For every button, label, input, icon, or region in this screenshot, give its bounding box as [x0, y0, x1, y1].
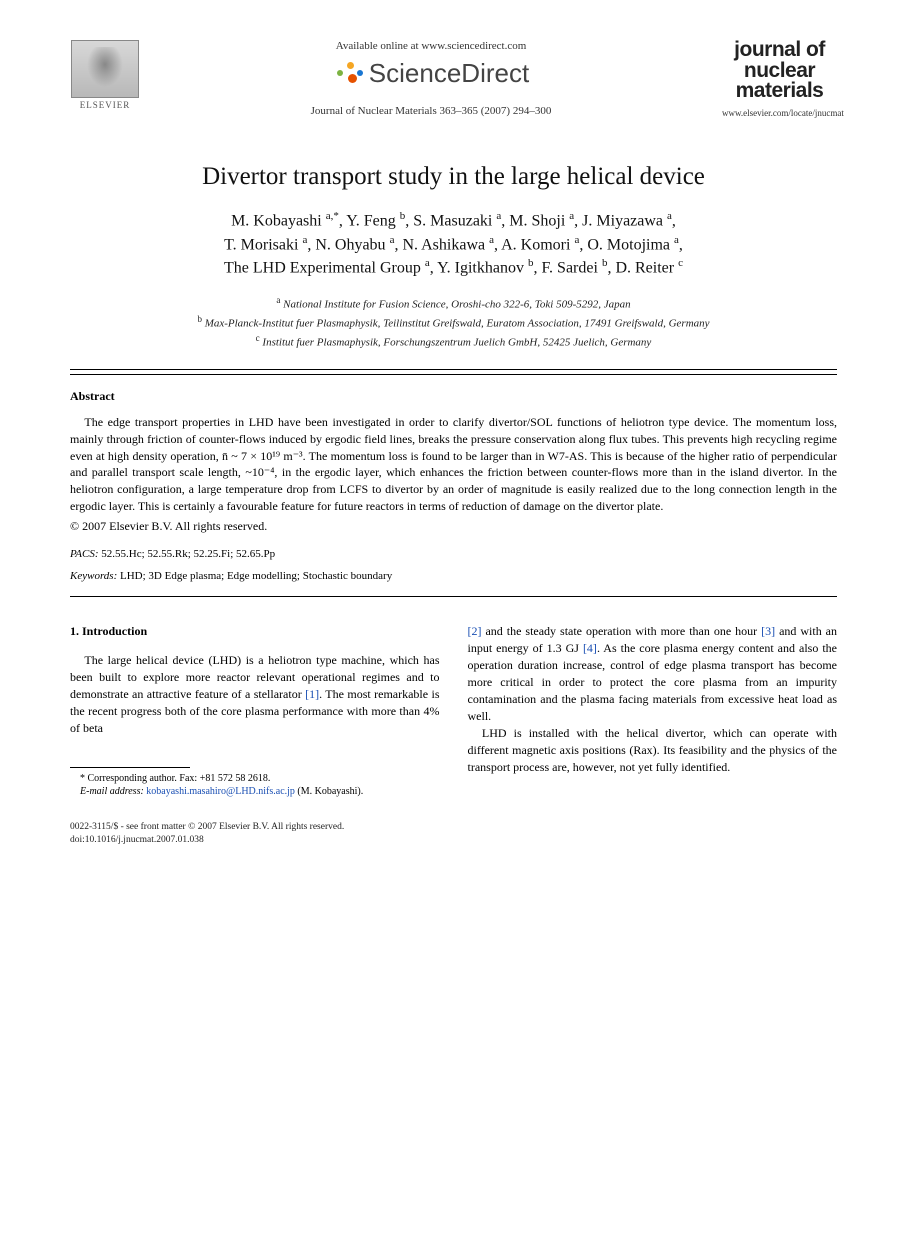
rule-top2	[70, 374, 837, 375]
elsevier-label: ELSEVIER	[80, 100, 131, 110]
header-center: Available online at www.sciencedirect.co…	[140, 40, 722, 117]
abstract-copyright: © 2007 Elsevier B.V. All rights reserved…	[70, 519, 837, 534]
pacs-label: PACS:	[70, 548, 99, 560]
ref-link-3[interactable]: [3]	[761, 624, 775, 638]
abstract-text: The edge transport properties in LHD hav…	[70, 414, 837, 515]
affiliation-a: a National Institute for Fusion Science,…	[70, 294, 837, 313]
abstract-heading: Abstract	[70, 389, 837, 404]
ref-link-4[interactable]: [4]	[583, 641, 597, 655]
footnote-email[interactable]: kobayashi.masahiro@LHD.nifs.ac.jp	[146, 786, 295, 797]
pacs-value: 52.55.Hc; 52.55.Rk; 52.25.Fi; 52.65.Pp	[101, 548, 275, 560]
intro-heading: 1. Introduction	[70, 623, 440, 640]
footnote: * Corresponding author. Fax: +81 572 58 …	[70, 772, 440, 799]
intro-paragraph-1: The large helical device (LHD) is a heli…	[70, 652, 440, 737]
journal-url: www.elsevier.com/locate/jnucmat	[722, 108, 837, 118]
affiliation-b-text: Max-Planck-Institut fuer Plasmaphysik, T…	[205, 317, 710, 329]
footnote-corresponding: * Corresponding author. Fax: +81 572 58 …	[70, 772, 440, 786]
ref-link-1[interactable]: [1]	[305, 687, 319, 701]
affiliation-c-text: Institut fuer Plasmaphysik, Forschungsze…	[262, 337, 651, 349]
intro-paragraph-1-cont: [2] and the steady state operation with …	[468, 623, 838, 725]
doi-line: doi:10.1016/j.jnucmat.2007.01.038	[70, 834, 837, 847]
sciencedirect-logo: ScienceDirect	[160, 58, 702, 89]
authors-list: M. Kobayashi a,*, Y. Feng b, S. Masuzaki…	[70, 209, 837, 280]
paper-title: Divertor transport study in the large he…	[70, 163, 837, 191]
rule-top	[70, 369, 837, 370]
footnote-email-label: E-mail address:	[80, 786, 144, 797]
affiliation-a-text: National Institute for Fusion Science, O…	[283, 298, 631, 310]
affiliations: a National Institute for Fusion Science,…	[70, 294, 837, 351]
pacs-line: PACS: 52.55.Hc; 52.55.Rk; 52.25.Fi; 52.6…	[70, 548, 837, 560]
elsevier-tree-icon	[71, 40, 139, 98]
ref-link-2[interactable]: [2]	[468, 624, 482, 638]
journal-logo-line1: journal of	[734, 38, 825, 61]
sciencedirect-dots-icon	[333, 60, 361, 88]
affiliation-b: b Max-Planck-Institut fuer Plasmaphysik,…	[70, 313, 837, 332]
front-matter-line: 0022-3115/$ - see front matter © 2007 El…	[70, 821, 837, 834]
journal-reference: Journal of Nuclear Materials 363–365 (20…	[160, 105, 702, 117]
intro-p1-a: and the steady state operation with more…	[482, 624, 762, 638]
column-right: [2] and the steady state operation with …	[468, 623, 838, 799]
footnote-rule	[70, 767, 190, 768]
available-online-text: Available online at www.sciencedirect.co…	[160, 40, 702, 52]
body-columns: 1. Introduction The large helical device…	[70, 623, 837, 799]
footnote-email-name: (M. Kobayashi).	[297, 786, 363, 797]
abstract-body: The edge transport properties in LHD hav…	[70, 414, 837, 515]
journal-logo-text: journal of nuclear materials	[722, 40, 837, 102]
bottom-meta: 0022-3115/$ - see front matter © 2007 El…	[70, 821, 837, 847]
footnote-corresponding-text: Corresponding author. Fax: +81 572 58 26…	[88, 773, 271, 784]
keywords-value: LHD; 3D Edge plasma; Edge modelling; Sto…	[120, 570, 392, 582]
journal-logo-line3: materials	[736, 79, 824, 102]
keywords-line: Keywords: LHD; 3D Edge plasma; Edge mode…	[70, 570, 837, 582]
journal-logo-line2: nuclear	[744, 59, 815, 82]
affiliation-c: c Institut fuer Plasmaphysik, Forschungs…	[70, 332, 837, 351]
intro-paragraph-2: LHD is installed with the helical divert…	[468, 725, 838, 776]
journal-logo: journal of nuclear materials www.elsevie…	[722, 40, 837, 118]
keywords-label: Keywords:	[70, 570, 117, 582]
footnote-email-line: E-mail address: kobayashi.masahiro@LHD.n…	[70, 785, 440, 799]
elsevier-logo: ELSEVIER	[70, 40, 140, 118]
sciencedirect-text: ScienceDirect	[369, 58, 529, 89]
header: ELSEVIER Available online at www.science…	[70, 40, 837, 118]
rule-bottom	[70, 596, 837, 597]
column-left: 1. Introduction The large helical device…	[70, 623, 440, 799]
